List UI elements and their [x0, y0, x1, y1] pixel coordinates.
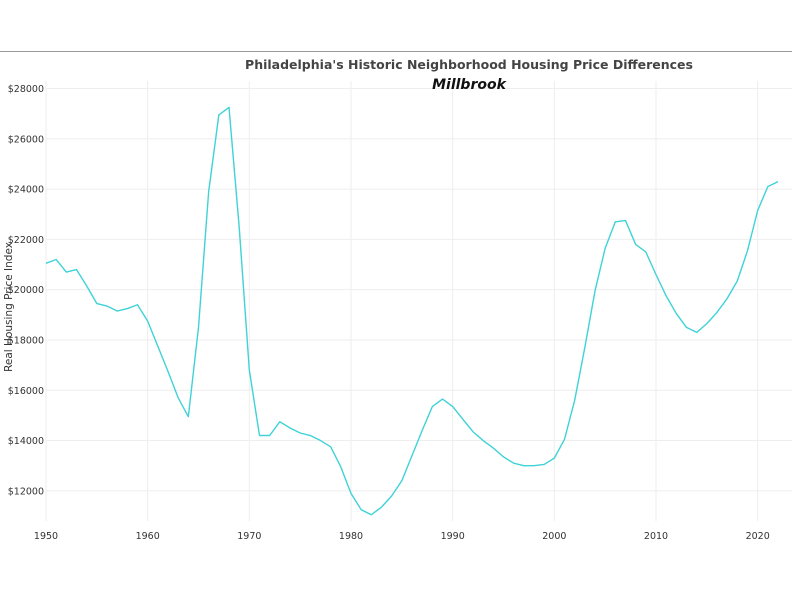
y-tick-label: $26000 [8, 134, 44, 145]
y-tick-label: $28000 [8, 84, 44, 95]
chart-subtitle: Millbrook [432, 77, 507, 93]
y-tick-label: $24000 [8, 185, 44, 196]
y-tick-label: $22000 [8, 235, 44, 246]
y-axis-title: Real Housing Price Index [3, 242, 15, 372]
x-tick-label: 2000 [542, 531, 566, 542]
y-tick-label: $18000 [8, 335, 44, 346]
x-axis-tick-labels: 1950 1960 1970 1980 1990 2000 2010 2020 [34, 531, 770, 542]
x-tick-label: 1980 [339, 531, 363, 542]
x-tick-label: 1970 [237, 531, 261, 542]
chart-title: Philadelphia's Historic Neighborhood Hou… [245, 57, 693, 72]
x-tick-label: 1960 [136, 531, 160, 542]
series-line [45, 106, 779, 516]
y-tick-label: $20000 [8, 285, 44, 296]
x-tick-label: 1950 [34, 531, 58, 542]
top-divider [0, 51, 792, 52]
x-tick-label: 1990 [441, 531, 465, 542]
series-layer [45, 106, 779, 516]
y-tick-label: $16000 [8, 386, 44, 397]
x-tick-label: 2020 [746, 531, 770, 542]
x-tick-label: 2010 [644, 531, 668, 542]
y-tick-label: $14000 [8, 436, 44, 447]
y-tick-label: $12000 [8, 486, 44, 497]
y-axis-tick-labels: $12000 $14000 $16000 $18000 $20000 $22000 $240… [8, 84, 44, 497]
gridlines [45, 81, 792, 521]
